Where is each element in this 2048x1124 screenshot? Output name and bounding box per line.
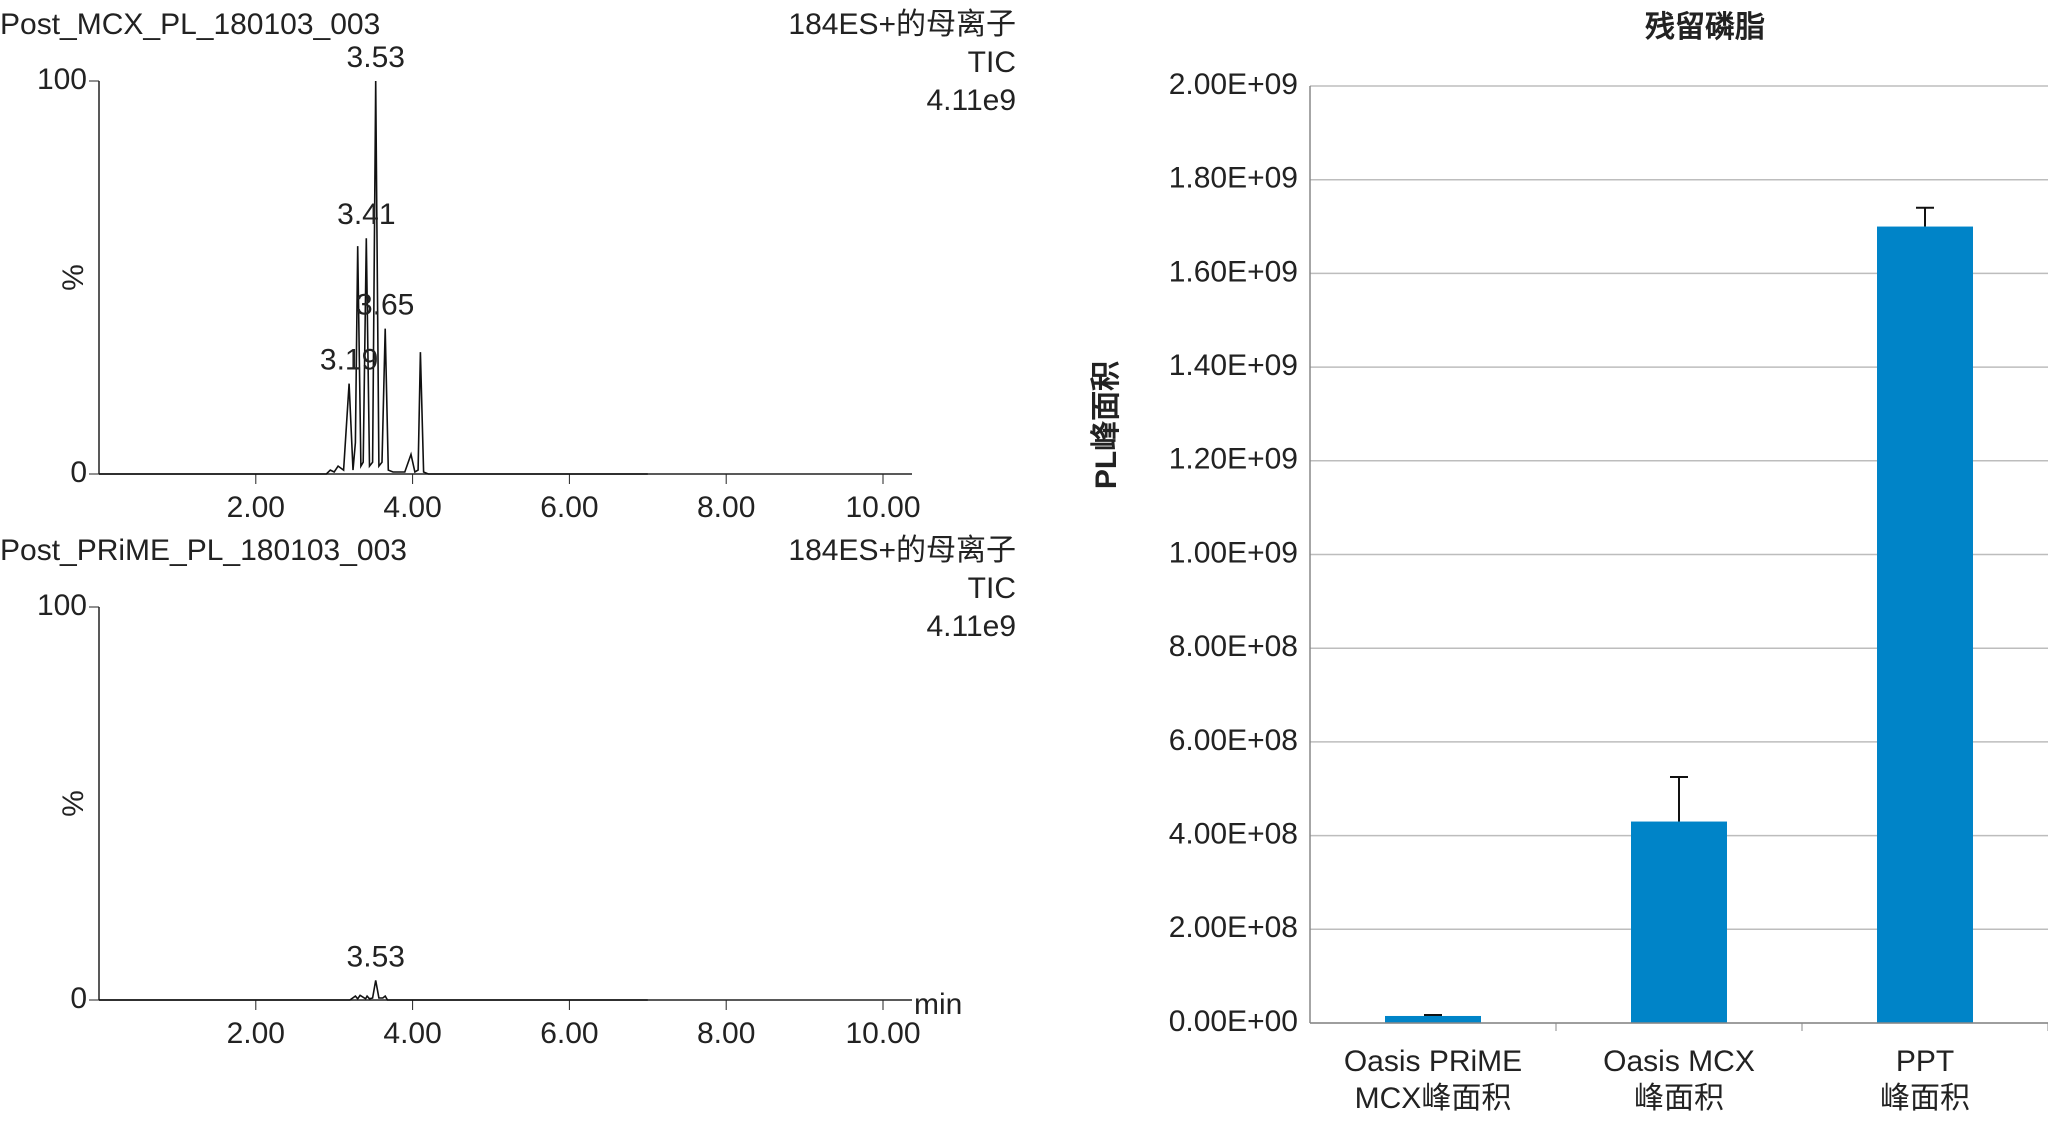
x-tick-label: Oasis MCX: [1603, 1045, 1755, 1078]
x-tick-label: 10.00: [845, 491, 920, 524]
subtitle: 184ES+的母离子: [788, 534, 1016, 567]
x-tick-label: 4.00: [383, 1017, 441, 1050]
subtitle: TIC: [968, 572, 1016, 605]
y-tick-label: 6.00E+08: [1169, 724, 1298, 757]
peak-label: 3.41: [337, 198, 395, 231]
y-tick-label: 0.00E+00: [1169, 1005, 1298, 1038]
x-tick-label: PPT: [1896, 1045, 1954, 1078]
peak-label: 3.53: [347, 940, 405, 973]
subtitle: 184ES+的母离子: [788, 8, 1016, 41]
x-tick-label: 2.00: [227, 1017, 285, 1050]
x-tick-label: 6.00: [540, 1017, 598, 1050]
y-tick-label: 1.60E+09: [1169, 255, 1298, 288]
chart-title: 残留磷脂: [1645, 11, 1765, 44]
subtitle: 4.11e9: [926, 610, 1016, 643]
x-tick-label: 10.00: [845, 1017, 920, 1050]
subtitle: 4.11e9: [926, 84, 1016, 117]
x-tick-label: 8.00: [697, 491, 755, 524]
x-tick-label: 6.00: [540, 491, 598, 524]
trace: [99, 980, 648, 1001]
chart-title: Post_MCX_PL_180103_003: [0, 8, 380, 41]
bar: [1385, 1015, 1481, 1023]
peak-label: 3.19: [320, 344, 378, 377]
y-tick-label: 0: [70, 456, 87, 489]
y-tick-label: 1.40E+09: [1169, 349, 1298, 382]
y-tick-label: 1.00E+09: [1169, 536, 1298, 569]
x-axis-label: min: [914, 988, 962, 1021]
y-tick-label: 2.00E+08: [1169, 911, 1298, 944]
y-tick-label: 1.80E+09: [1169, 162, 1298, 195]
y-tick-label: 1.20E+09: [1169, 443, 1298, 476]
trace: [99, 80, 648, 475]
peak-label: 3.53: [347, 41, 405, 74]
x-tick-label: 2.00: [227, 491, 285, 524]
bar: [1877, 226, 1973, 1024]
y-tick-label: 100: [37, 63, 87, 96]
y-tick-label: 100: [37, 589, 87, 622]
x-tick-label: 4.00: [383, 491, 441, 524]
y-axis-label: %: [57, 264, 90, 291]
peak-label: 3.65: [356, 289, 414, 322]
y-tick-label: 0: [70, 982, 87, 1015]
y-tick-label: 2.00E+09: [1169, 68, 1298, 101]
x-tick-label: Oasis PRiME: [1344, 1045, 1522, 1078]
x-tick-label: 峰面积: [1880, 1082, 1970, 1115]
x-tick-label: 峰面积: [1634, 1082, 1724, 1115]
x-tick-label: MCX峰面积: [1355, 1082, 1512, 1115]
bar: [1631, 821, 1727, 1023]
y-axis-label: PL峰面积: [1090, 361, 1123, 489]
y-tick-label: 4.00E+08: [1169, 818, 1298, 851]
x-tick-label: 8.00: [697, 1017, 755, 1050]
y-axis-label: %: [57, 790, 90, 817]
chart-title: Post_PRiME_PL_180103_003: [0, 534, 407, 567]
y-tick-label: 8.00E+08: [1169, 630, 1298, 663]
subtitle: TIC: [968, 46, 1016, 79]
